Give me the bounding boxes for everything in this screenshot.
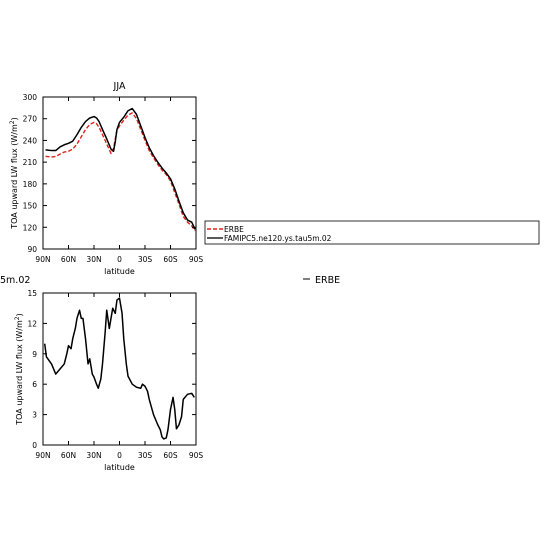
top-y-tick-label: 240 [23, 136, 38, 145]
top-x-tick-label: 0 [117, 255, 122, 264]
legend: ERBE FAMIPC5.ne120.ys.tau5m.02 [204, 220, 540, 245]
fragment-right: ERBE [315, 275, 340, 286]
bottom-series-line-0 [43, 297, 195, 440]
top-y-tick-label: 120 [23, 223, 38, 232]
bottom-x-tick-label: 0 [117, 451, 122, 460]
top-y-tick-label: 90 [27, 245, 37, 254]
bottom-y-tick-label: 6 [32, 380, 37, 389]
top-y-tick-label: 270 [23, 115, 38, 124]
top-x-tick-label: 60N [61, 255, 76, 264]
top-panel: JJA 90N 60N 30N 0 30S 60S 90S 90 120 150 180 210 240… [9, 81, 203, 276]
bottom-axes: 90N 60N 30N 0 30S 60S 90S 0 3 6 9 12 15 [27, 289, 203, 460]
top-x-tick-label: 90S [189, 255, 204, 264]
bottom-y-axis-label: TOA upward LW flux (W/m2) [14, 313, 24, 425]
legend-label-model: FAMIPC5.ne120.ys.tau5m.02 [224, 234, 332, 243]
top-y-axis-label: TOA upward LW flux (W/m2) [9, 117, 19, 229]
top-chart-title: JJA [113, 81, 126, 92]
top-y-tick-label: 180 [23, 180, 38, 189]
bottom-x-tick-label: 60S [163, 451, 178, 460]
bottom-y-tick-label: 3 [32, 411, 37, 420]
bottom-y-tick-label: 15 [27, 289, 37, 298]
bottom-series-group [43, 297, 195, 440]
bottom-x-tick-label: 30N [86, 451, 101, 460]
top-axes: 90N 60N 30N 0 30S 60S 90S 90 120 150 180 210 240 270 3… [23, 93, 204, 264]
top-x-tick-label: 60S [163, 255, 178, 264]
top-y-tick-label: 300 [23, 93, 38, 102]
bottom-y-tick-label: 12 [27, 319, 37, 328]
top-series-line-1 [45, 107, 196, 230]
bottom-panel: 90N 60N 30N 0 30S 60S 90S 0 3 6 9 12 15 latitude TOA… [14, 289, 203, 472]
top-x-tick-label: 30N [86, 255, 101, 264]
top-x-tick-label: 90N [35, 255, 50, 264]
top-y-tick-label: 210 [23, 158, 38, 167]
legend-box [204, 220, 540, 245]
bottom-y-tick-label: 9 [32, 350, 37, 359]
bottom-y-tick-label: 0 [32, 441, 37, 450]
top-x-tick-label: 30S [138, 255, 153, 264]
fragment-left: 5m.02 [0, 275, 30, 286]
legend-label-erbe: ERBE [224, 225, 244, 234]
top-series-line-0 [45, 112, 196, 232]
top-series-group [45, 107, 196, 232]
top-y-tick-label: 150 [23, 202, 38, 211]
bottom-x-tick-label: 30S [138, 451, 153, 460]
bottom-x-tick-label: 60N [61, 451, 76, 460]
bottom-x-tick-label: 90S [189, 451, 204, 460]
bottom-plot-frame [42, 292, 197, 446]
top-x-axis-label: latitude [104, 267, 135, 276]
bottom-x-tick-label: 90N [35, 451, 50, 460]
top-plot-frame [42, 96, 197, 250]
bottom-x-axis-label: latitude [104, 463, 135, 472]
